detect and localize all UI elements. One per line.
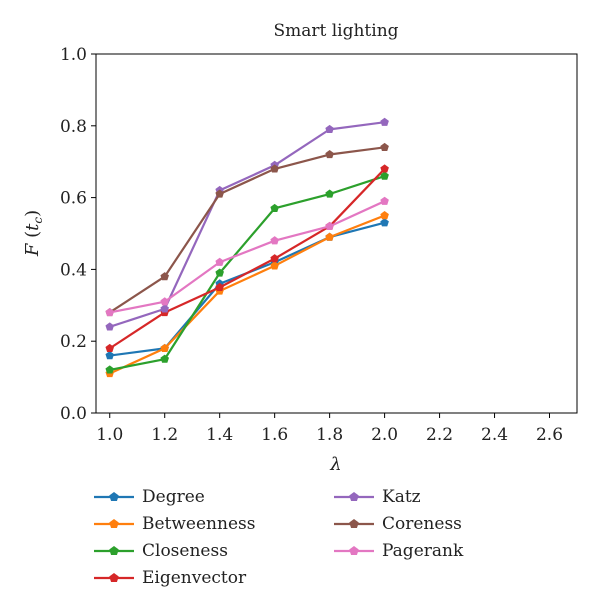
legend-swatch: [94, 491, 134, 501]
legend-swatch: [94, 572, 134, 582]
legend-item-closeness: Closeness: [92, 538, 332, 563]
y-axis-label: F (tc): [22, 210, 45, 257]
legend-label: Katz: [382, 486, 421, 507]
y-tick-label: 0.6: [60, 189, 87, 209]
data-point-eigenvector: [215, 282, 224, 291]
legend-item-coreness: Coreness: [332, 511, 512, 536]
data-point-closeness: [160, 354, 169, 363]
plot-series: [105, 117, 389, 378]
legend-label: Closeness: [142, 540, 228, 561]
series-line-betweenness: [109, 214, 386, 375]
y-tick-label: 0.2: [60, 332, 87, 352]
data-point-pagerank: [160, 297, 169, 306]
data-point-coreness: [215, 189, 224, 198]
x-axis-label: λ: [329, 454, 341, 475]
data-point-coreness: [270, 164, 279, 173]
legend-label: Pagerank: [382, 540, 464, 561]
x-tick-label: 2.4: [481, 425, 508, 445]
x-tick-label: 2.6: [536, 425, 563, 445]
data-point-pagerank: [325, 221, 334, 230]
data-point-degree: [105, 351, 115, 360]
data-point-betweenness: [380, 211, 389, 220]
series-betweenness: [105, 211, 389, 378]
data-point-eigenvector: [380, 164, 389, 173]
data-point-pagerank: [270, 236, 279, 245]
x-tick-label: 1.2: [151, 425, 178, 445]
legend-swatch: [334, 545, 374, 555]
legend-swatch: [94, 545, 134, 555]
data-point-eigenvector: [105, 343, 115, 353]
series-line-eigenvector: [109, 168, 386, 350]
data-point-eigenvector: [270, 254, 279, 263]
data-point-closeness: [270, 203, 279, 213]
series-line-coreness: [109, 146, 385, 314]
series-line-pagerank: [109, 200, 386, 314]
data-point-coreness: [160, 272, 169, 281]
data-point-closeness: [325, 189, 334, 198]
data-point-closeness: [105, 365, 115, 374]
data-point-betweenness: [270, 261, 279, 270]
series-katz: [105, 117, 389, 331]
legend-item-betweenness: Betweenness: [92, 511, 332, 536]
x-tick-label: 1.8: [316, 425, 343, 445]
y-tick-label: 0.0: [60, 404, 87, 424]
data-point-coreness: [380, 142, 389, 151]
data-point-closeness: [380, 171, 389, 180]
plot-frame: [95, 53, 578, 414]
legend: Degree Katz Betweenness Coreness Closeness Pa…: [92, 484, 512, 590]
legend-label: Betweenness: [142, 513, 256, 534]
x-tick-label: 2.0: [371, 425, 398, 445]
series-line-closeness: [109, 175, 385, 371]
data-point-betweenness: [160, 343, 169, 353]
legend-swatch: [334, 491, 374, 501]
chart-title: Smart lighting: [273, 21, 398, 41]
series-eigenvector: [105, 164, 389, 353]
x-tick-label: 1.6: [261, 425, 288, 445]
x-tick-label: 2.2: [426, 425, 453, 445]
legend-item-pagerank: Pagerank: [332, 538, 512, 563]
legend-spacer: [332, 565, 512, 590]
y-axis: 0.0 0.2 0.4 0.6 0.8 1.0: [60, 45, 96, 424]
series-pagerank: [105, 196, 389, 317]
data-point-katz: [325, 124, 334, 134]
x-axis: 1.0 1.2 1.4 1.6 1.8 2.0 2.2 2.4 2.6: [96, 413, 563, 445]
data-point-katz: [160, 304, 169, 313]
legend-item-katz: Katz: [332, 484, 512, 509]
data-point-pagerank: [215, 257, 224, 266]
series-line-degree: [109, 221, 385, 357]
legend-label: Degree: [142, 486, 205, 507]
legend-swatch: [94, 518, 134, 528]
data-point-betweenness: [325, 232, 334, 241]
series-closeness: [105, 171, 389, 374]
legend-item-eigenvector: Eigenvector: [92, 565, 332, 590]
y-tick-label: 0.4: [60, 260, 87, 280]
legend-item-degree: Degree: [92, 484, 332, 509]
x-tick-label: 1.0: [96, 425, 123, 445]
data-point-closeness: [215, 268, 224, 277]
y-tick-label: 0.8: [60, 117, 87, 137]
series-line-katz: [109, 121, 385, 328]
data-point-katz: [380, 117, 389, 126]
legend-label: Eigenvector: [142, 567, 247, 588]
data-point-pagerank: [380, 196, 389, 205]
data-point-coreness: [325, 150, 334, 159]
data-point-katz: [105, 322, 115, 331]
data-point-degree: [380, 218, 389, 227]
y-tick-label: 1.0: [60, 45, 87, 65]
legend-label: Coreness: [382, 513, 462, 534]
legend-swatch: [334, 518, 374, 528]
x-tick-label: 1.4: [206, 425, 233, 445]
data-point-pagerank: [105, 307, 115, 317]
